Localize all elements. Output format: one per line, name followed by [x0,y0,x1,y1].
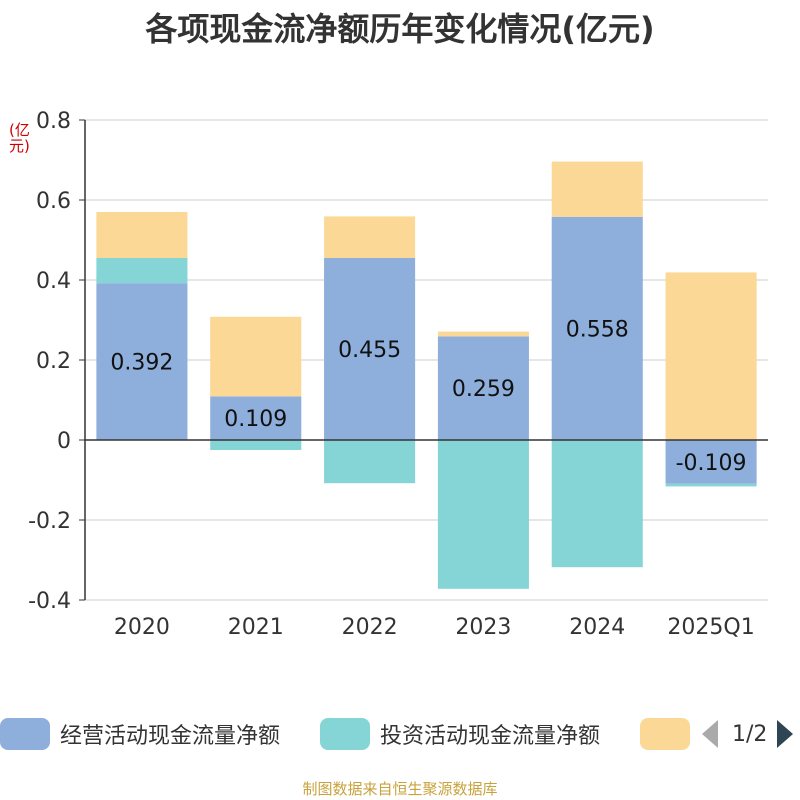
y-tick-label: 0.4 [36,269,71,294]
bar-financing [324,216,416,258]
bar-investing [96,258,188,284]
data-label-operating: 0.558 [566,317,629,342]
legend-item-financing[interactable] [640,716,700,752]
prev-page-icon[interactable] [702,720,718,748]
legend-item-operating[interactable]: 经营活动现金流量净额 [0,716,280,752]
x-tick-label: 2024 [569,615,625,640]
bar-financing [437,331,529,337]
y-tick-label: -0.4 [28,589,71,614]
bar-operating [665,440,757,484]
y-tick-label: 0 [57,429,71,454]
data-label-operating: 0.392 [110,351,173,376]
bar-financing [96,212,188,258]
legend-label-operating: 经营活动现金流量净额 [60,724,281,749]
legend-swatch-operating [0,718,50,750]
y-tick-label: -0.2 [28,509,71,534]
bar-investing [324,440,416,484]
x-tick-label: 2023 [455,615,511,640]
x-tick-label: 2021 [228,615,284,640]
bar-financing [210,316,302,397]
y-tick-label: 0.8 [36,109,71,134]
y-axis-unit: (亿元) [9,121,30,155]
bar-financing [551,161,643,217]
legend-swatch-financing [640,718,690,750]
data-source: 制图数据来自恒生聚源数据库 [302,780,498,798]
legend-swatch-investing [320,718,370,750]
x-tick-label: 2025Q1 [667,615,754,640]
bar-operating [324,258,416,440]
data-label-operating: -0.109 [676,451,747,476]
x-tick-label: 2020 [114,615,170,640]
y-tick-label: 0.2 [36,349,71,374]
bar-operating [96,283,188,440]
bar-investing [665,483,757,487]
bar-investing [551,440,643,568]
bar-operating [437,336,529,440]
data-label-operating: 0.259 [452,377,515,402]
cash-flow-chart: -0.4 -0.2 0 0.2 0.4 0.6 0.8 2020 0.392 2021 0.109 2… [28,109,768,640]
data-label-operating: 0.109 [224,407,287,432]
y-tick-label: 0.6 [36,189,71,214]
legend-item-investing[interactable]: 投资活动现金流量净额 [320,716,600,752]
legend-page-indicator: 1/2 [732,721,768,747]
legend-pager: 1/2 [700,716,800,752]
bar-financing [665,272,757,440]
chart-title: 各项现金流净额历年变化情况(亿元) [145,10,655,48]
bar-investing [210,440,302,450]
bar-investing [437,440,529,589]
bar-operating [551,216,643,440]
bar-operating [210,396,302,440]
x-tick-label: 2022 [342,615,398,640]
legend: 经营活动现金流量净额 投资活动现金流量净额 1/2 [0,716,800,752]
next-page-icon[interactable] [777,720,794,748]
data-label-operating: 0.455 [338,338,401,363]
legend-label-investing: 投资活动现金流量净额 [380,724,601,749]
